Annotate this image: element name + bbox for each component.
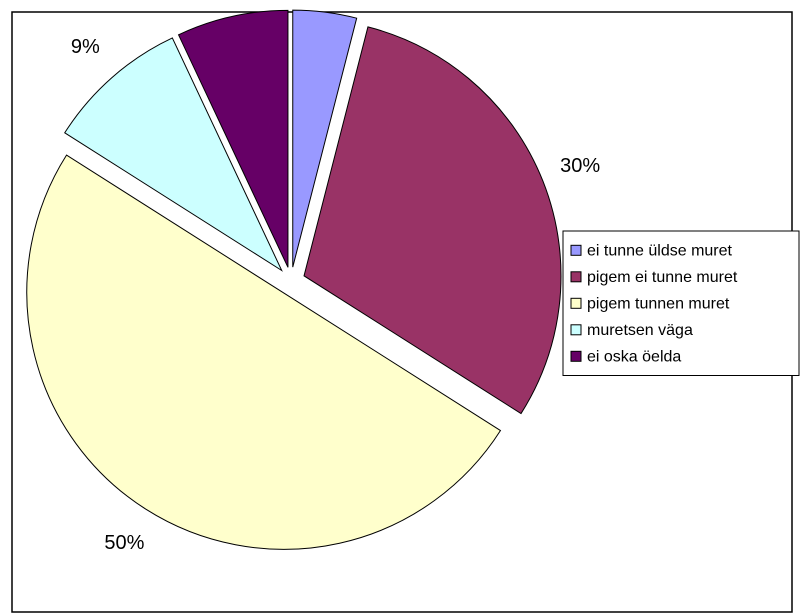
pie-slice-ei-oska-oelda	[177, 9, 289, 268]
pie-labels: 4%30%50%9%7%	[71, 36, 601, 554]
legend-label-ei-tunne-uldse-muret: ei tunne üldse muret	[587, 243, 733, 260]
legend-label-pigem-tunnen-muret: pigem tunnen muret	[587, 296, 730, 313]
legend-box	[562, 230, 800, 376]
legend-swatch-ei-oska-oelda	[570, 350, 582, 362]
slice-label-muretsen-vaga: 9%	[71, 36, 100, 58]
legend-label-muretsen-vaga: muretsen väga	[587, 322, 693, 339]
legend-swatch-ei-tunne-uldse-muret	[570, 244, 582, 256]
pie-slices	[26, 9, 562, 550]
legend-swatch-pigem-tunnen-muret	[570, 297, 582, 309]
pie-slice-pigem-tunnen-muret	[26, 154, 502, 550]
slice-label-pigem-tunnen-muret: 50%	[104, 532, 144, 554]
pie-slice-pigem-ei-tunne-muret	[303, 26, 562, 415]
legend-label-pigem-ei-tunne-muret: pigem ei tunne muret	[587, 269, 738, 286]
legend: ei tunne üldse muret pigem ei tunne muret…	[562, 230, 800, 376]
legend-swatch-muretsen-vaga	[570, 324, 582, 336]
legend-swatch-pigem-ei-tunne-muret	[570, 271, 582, 283]
legend-label-ei-oska-oelda: ei oska öelda	[587, 349, 681, 366]
slice-label-pigem-ei-tunne-muret: 30%	[560, 155, 600, 177]
pie-slice-muretsen-vaga	[64, 37, 283, 272]
pie-slice-ei-tunne-uldse-muret	[292, 9, 358, 268]
